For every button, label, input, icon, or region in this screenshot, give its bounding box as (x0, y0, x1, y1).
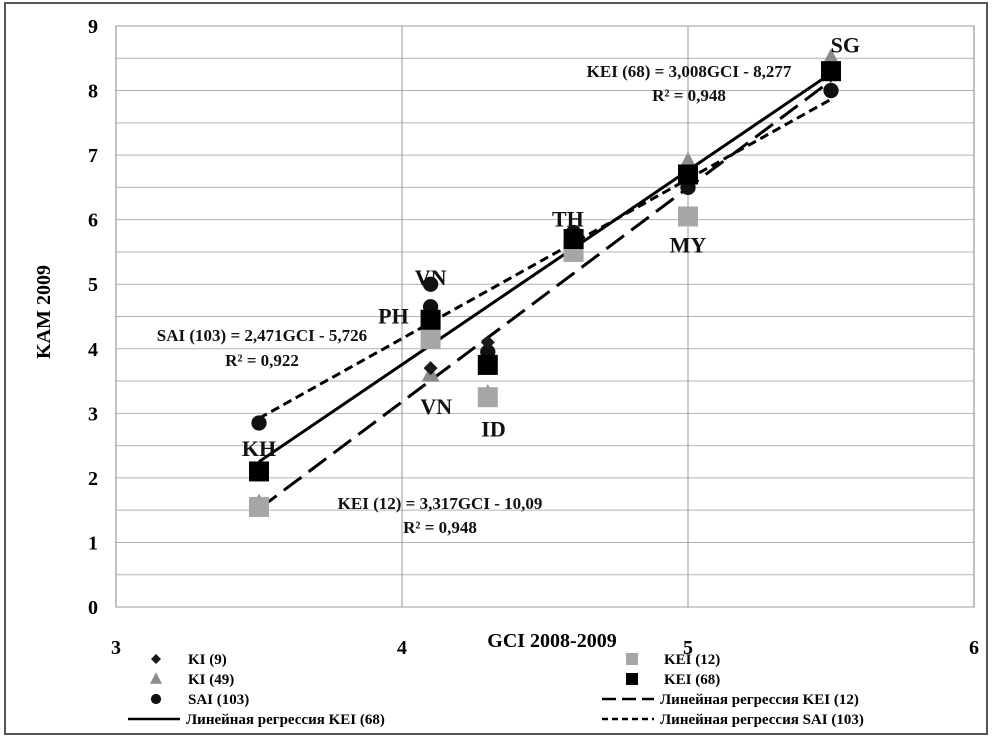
regression-line (258, 72, 832, 463)
data-point (823, 82, 839, 99)
r-squared-text: R² = 0,922 (225, 351, 299, 370)
point-label: TH (552, 207, 584, 232)
point-label: KH (242, 436, 276, 461)
x-tick-label: 3 (111, 637, 121, 659)
legend-item: Линейная регрессия KEI (12) (602, 692, 859, 708)
equations: KEI (68) = 3,008GCI - 8,277 R² = 0,948 SAI… (157, 62, 792, 537)
data-point (480, 335, 495, 350)
data-point (422, 276, 439, 292)
point-label: MY (670, 232, 707, 257)
legend-label: KI (49) (188, 672, 234, 688)
y-tick-label: 5 (88, 274, 98, 296)
y-tick-label: 0 (88, 597, 98, 619)
legend-item: SAI (103) (150, 692, 249, 708)
equation-text: KEI (68) = 3,008GCI - 8,277 (587, 62, 792, 81)
y-tick-label: 1 (88, 532, 98, 554)
equation-text: KEI (12) = 3,317GCI - 10,09 (338, 494, 543, 513)
regression-line (258, 97, 832, 420)
legend-label: Линейная регрессия SAI (103) (660, 712, 864, 728)
data-point (251, 415, 267, 431)
data-point (420, 309, 441, 330)
point-label: SG (831, 32, 860, 57)
data-points (249, 48, 841, 517)
point-label: PH (378, 304, 409, 329)
x-tick-label: 5 (683, 637, 693, 659)
tick-labels: 0 1 2 3 4 5 6 7 8 9 3 4 5 6 (88, 16, 979, 659)
r-squared-text: R² = 0,948 (652, 86, 726, 105)
data-point (821, 61, 841, 82)
legend-label: KEI (68) (664, 672, 720, 688)
legend-item: KI (9) (151, 652, 227, 668)
y-tick-label: 9 (88, 16, 98, 38)
point-label: VN (415, 265, 447, 290)
x-tick-label: 6 (969, 637, 979, 659)
y-tick-label: 4 (88, 339, 98, 361)
legend-label: KI (9) (188, 652, 227, 668)
legend-label: SAI (103) (188, 692, 249, 708)
x-axis-label: GCI 2008-2009 (487, 630, 616, 652)
data-point (678, 164, 698, 185)
data-point (477, 354, 498, 375)
grid-lines (115, 25, 975, 608)
legend: KI (9) KEI (12) KI (49) KEI (68) SAI (103) Ли… (128, 652, 864, 728)
y-tick-label: 6 (88, 210, 98, 232)
x-tick-label: 4 (397, 637, 407, 659)
r-squared-text: R² = 0,948 (403, 518, 477, 537)
legend-marker (150, 672, 162, 684)
legend-marker (626, 673, 638, 685)
regression-line (258, 79, 832, 511)
y-axis-label: KAM 2009 (33, 265, 55, 359)
legend-item: Линейная регрессия SAI (103) (602, 712, 864, 728)
legend-label: Линейная регрессия KEI (12) (660, 692, 859, 708)
data-point (420, 329, 441, 350)
legend-item: KEI (12) (626, 652, 720, 668)
y-tick-label: 8 (88, 81, 98, 103)
y-tick-label: 7 (88, 145, 98, 167)
data-point (563, 229, 584, 250)
y-tick-label: 3 (88, 403, 98, 425)
legend-marker (151, 654, 161, 664)
data-point (249, 461, 269, 482)
legend-label: Линейная регрессия KEI (68) (186, 712, 385, 728)
legend-item: KEI (68) (626, 672, 720, 688)
legend-marker (626, 653, 638, 665)
data-point (678, 206, 698, 227)
point-label: ID (481, 416, 505, 441)
data-point (249, 496, 269, 517)
legend-label: KEI (12) (664, 652, 720, 668)
legend-item: KI (49) (150, 672, 234, 688)
data-point (423, 361, 438, 376)
legend-marker (150, 693, 162, 705)
point-label: VN (420, 394, 452, 419)
regression-lines (258, 72, 832, 511)
equation-text: SAI (103) = 2,471GCI - 5,726 (157, 326, 367, 345)
legend-item: Линейная регрессия KEI (68) (128, 712, 385, 728)
y-tick-label: 2 (88, 468, 98, 490)
data-point (477, 387, 498, 408)
